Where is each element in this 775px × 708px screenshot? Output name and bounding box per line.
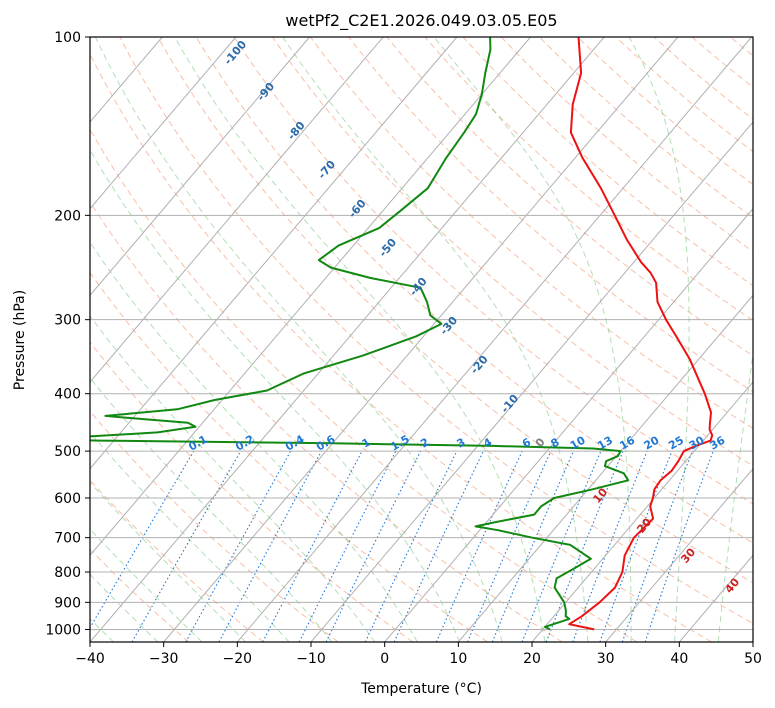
y-tick-label: 100: [54, 30, 81, 46]
isotherm-line: [90, 37, 310, 297]
mixing-ratio-line: [185, 450, 292, 642]
mixing-ratio-line: [90, 450, 195, 629]
y-axis-label: Pressure (hPa): [12, 290, 28, 390]
dry-adiabat-line: [615, 37, 753, 153]
dry-adiabat-line: [90, 341, 414, 642]
x-axis-label: Temperature (°C): [360, 681, 482, 697]
mixing-ratio-line: [491, 450, 575, 642]
background-lines: [90, 37, 753, 642]
x-tick-label: −10: [296, 651, 326, 667]
isotherm-line: [90, 37, 237, 210]
isotherm-line: [90, 37, 384, 383]
moist-adiabat-line: [717, 349, 753, 642]
moist-adiabat-line: [90, 315, 376, 642]
dewpoint-profile-line: [90, 37, 630, 631]
moist-adiabat-line: [94, 37, 503, 642]
moist-adiabat-line: [174, 37, 546, 642]
x-tick-label: −20: [223, 651, 253, 667]
mixing-ratio-line: [218, 450, 322, 642]
dry-adiabat-line: [90, 128, 638, 642]
moist-adiabat-line: [90, 573, 159, 642]
chart-title: wetPf2_C2E1.2026.049.03.05.E05: [285, 11, 557, 31]
dry-adiabat-line: [386, 37, 753, 357]
x-tick-label: 50: [744, 651, 762, 667]
isotherm-line: [384, 207, 753, 642]
x-tick-label: 20: [523, 651, 541, 667]
moist-adiabat-line: [628, 37, 690, 642]
dry-adiabat-line: [310, 37, 753, 429]
x-tick-label: 0: [380, 651, 389, 667]
dry-adiabat-line: [119, 37, 753, 625]
mixing-ratio-line: [393, 450, 484, 642]
moist-adiabat-line: [433, 37, 632, 642]
mixing-ratio-line: [325, 450, 422, 642]
data-lines: [90, 37, 714, 631]
isotherm-line: [605, 467, 753, 642]
dry-adiabat-line: [500, 37, 753, 252]
moist-adiabat-line: [90, 241, 418, 642]
isotherm-line: [90, 37, 605, 642]
isotherm-line: [310, 121, 753, 642]
x-tick-label: 30: [597, 651, 615, 667]
moist-adiabat-line: [90, 528, 203, 642]
mixing-ratio-line: [435, 450, 523, 642]
isotherm-line: [531, 381, 753, 642]
x-tick-label: −30: [149, 651, 179, 667]
dry-adiabat-line: [348, 37, 753, 393]
mixing-ratio-line: [466, 450, 552, 642]
y-tick-label: 200: [54, 208, 81, 224]
y-tick-label: 800: [54, 565, 81, 581]
isotherm-line: [90, 37, 458, 470]
dry-adiabat-line: [424, 37, 753, 321]
y-tick-label: 300: [54, 313, 81, 329]
x-tick-label: 10: [449, 651, 467, 667]
moist-adiabat-line: [282, 37, 589, 642]
temperature-profile-line: [568, 37, 714, 631]
moist-adiabat-line: [90, 431, 290, 642]
isotherm-line: [457, 294, 753, 642]
moist-adiabat-line: [90, 377, 333, 642]
isotherm-line: [90, 37, 531, 557]
isotherm-line: [236, 37, 752, 642]
mixing-ratio-line: [131, 450, 242, 642]
mixing-ratio-line: [364, 450, 458, 642]
isotherm-line: [163, 37, 679, 642]
mixing-ratio-line: [644, 450, 714, 642]
x-tick-label: 40: [670, 651, 688, 667]
moist-adiabat-line: [90, 149, 461, 642]
y-tick-label: 1000: [45, 622, 81, 638]
mixing-ratio-line: [621, 450, 693, 642]
dry-adiabat-line: [195, 37, 753, 544]
y-tick-label: 500: [54, 444, 81, 460]
plot-frame: [89, 36, 754, 643]
y-tick-label: 900: [54, 595, 81, 611]
grid-lines: [90, 37, 753, 642]
dry-adiabat-line: [462, 37, 753, 287]
x-tick-label: −40: [75, 651, 105, 667]
y-tick-label: 400: [54, 387, 81, 403]
axes: −40 −30 −20 −10 0 10 20 30 40 50 100 200 300 400 500 60…: [45, 30, 762, 667]
y-tick-label: 700: [54, 531, 81, 547]
y-tick-label: 600: [54, 491, 81, 507]
dry-adiabat-line: [90, 479, 264, 642]
